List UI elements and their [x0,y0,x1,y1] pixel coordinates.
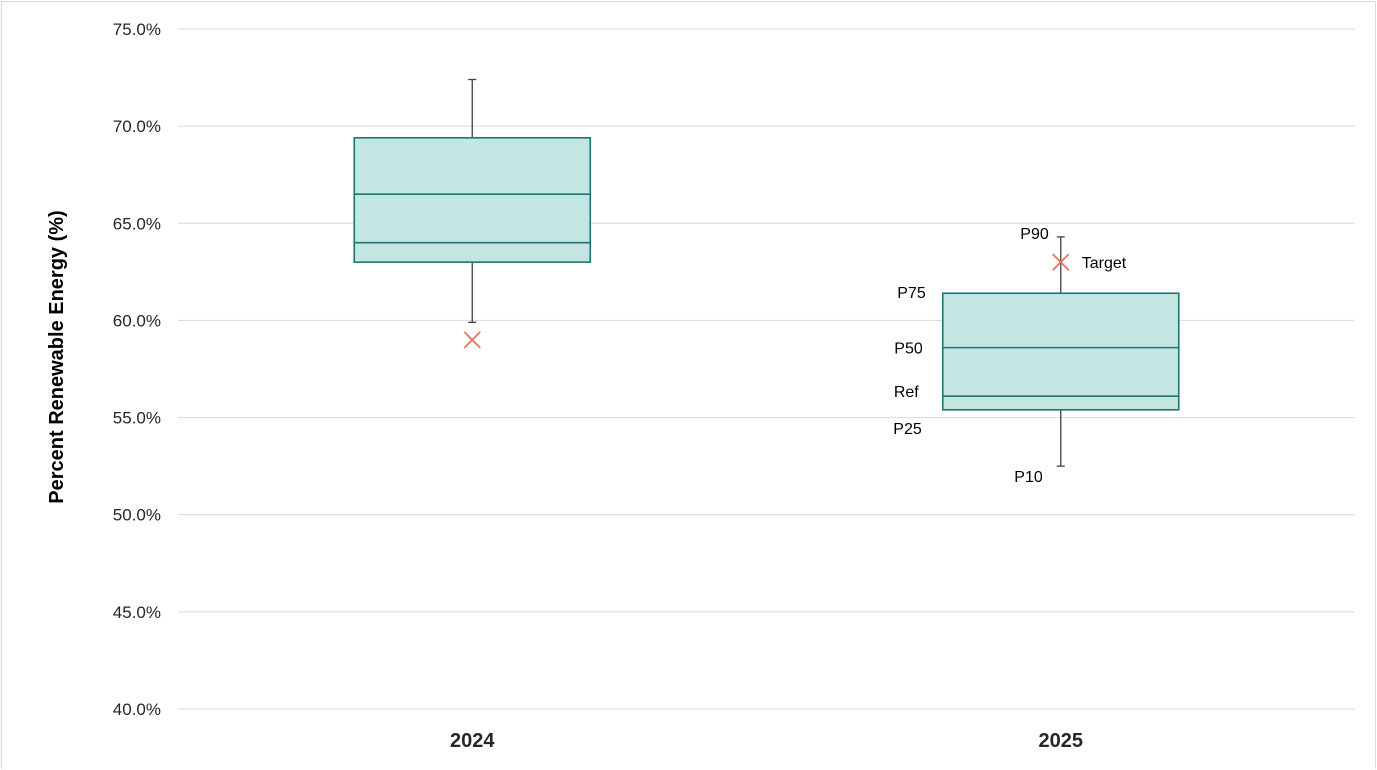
y-tick-label: 70.0% [113,117,161,136]
p25-label: P25 [893,421,922,438]
p10-label: P10 [1014,469,1043,486]
target-marker [463,331,481,349]
p90-label: P90 [1020,226,1049,243]
y-tick-label: 65.0% [113,214,161,233]
annotations: P90 Target P75 P50 Ref P25 P10 [893,226,1126,486]
boxes [353,78,1180,467]
target-marker [1052,253,1070,271]
p75-label: P75 [897,285,926,302]
y-tick-label: 75.0% [113,20,161,39]
y-tick-label: 55.0% [113,409,161,428]
y-tick-label: 50.0% [113,506,161,525]
y-tick-label: 60.0% [113,311,161,330]
y-tick-label: 45.0% [113,603,161,622]
p50-label: P50 [894,341,923,358]
x-category-label: 2025 [1039,730,1084,752]
y-tick-labels: 40.0% 45.0% 50.0% 55.0% 60.0% 65.0% 70.0% 75.0% [113,20,161,719]
target-label: Target [1082,255,1127,272]
x-category-labels: 2024 2025 [450,730,1083,752]
box-iqr [353,137,592,263]
box-iqr [941,292,1180,411]
ref-label: Ref [894,384,919,401]
y-tick-label: 40.0% [113,700,161,719]
x-category-label: 2024 [450,730,495,752]
y-axis-label: Percent Renewable Energy (%) [46,210,68,503]
